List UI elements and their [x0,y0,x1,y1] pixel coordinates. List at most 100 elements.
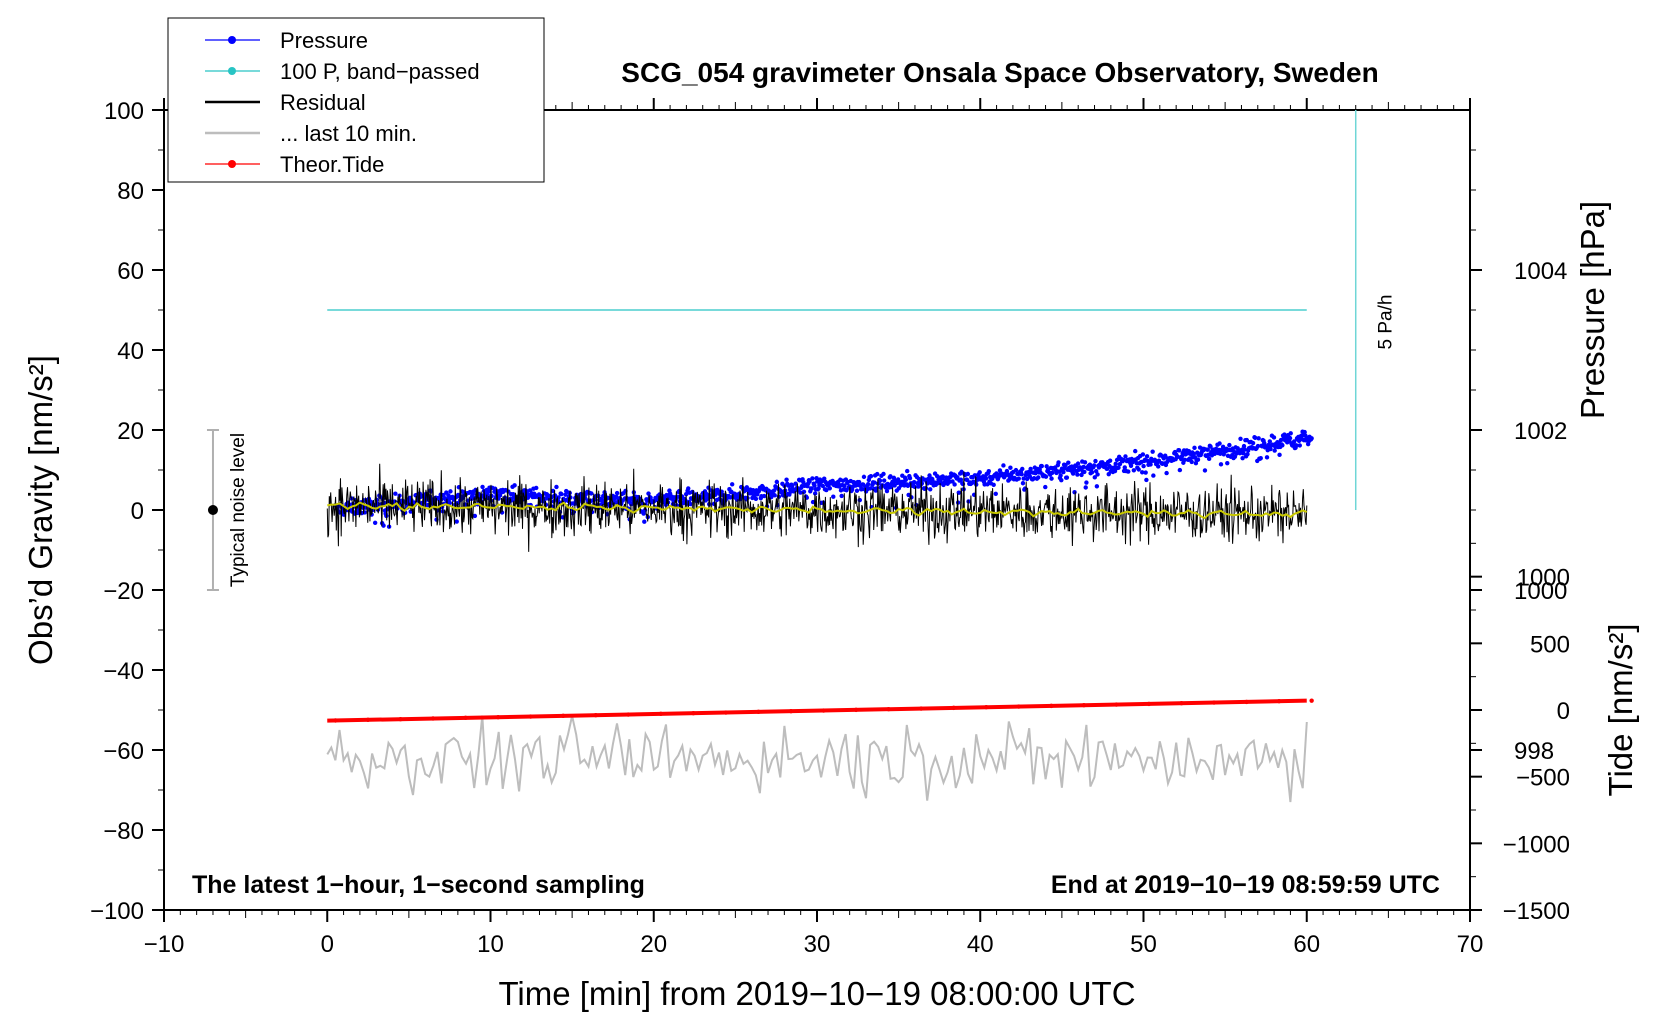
legend-label: Theor.Tide [280,152,384,177]
pressure-point [1143,470,1148,475]
pressure-point [958,477,964,482]
pressure-point [1294,443,1299,448]
pressure-point [1202,468,1208,473]
pressure-point [822,476,827,481]
pressure-point [1148,462,1153,467]
pressure-point [905,483,911,489]
pressure-point [877,478,883,483]
pressure-point [854,488,860,493]
pressure-point [814,476,819,481]
pressure-point [1013,467,1019,473]
pressure-point [1208,444,1213,449]
pressure-point [824,487,829,493]
pressure-point [1039,463,1044,469]
tide-point [1049,703,1054,709]
pressure-point [488,498,494,503]
pressure-point [1016,476,1021,481]
pressure-point [983,476,989,481]
pressure-point [977,470,982,475]
pressure-point [964,477,970,483]
pressure-point [1206,452,1211,457]
pressure-point [1271,435,1277,440]
pressure-point [729,482,735,487]
pressure-point [1089,470,1095,475]
pressure-point [1093,458,1098,464]
y-tick-label: −40 [103,658,144,685]
pressure-point [1064,475,1070,480]
pressure-point [1268,446,1273,452]
pressure-point [393,491,398,496]
tide-point [1211,700,1217,705]
pressure-point [965,471,971,477]
pressure-point [1267,439,1273,444]
pressure-point [1292,439,1297,444]
pressure-point [928,487,933,492]
pressure-point [816,486,821,491]
pressure-point [1058,473,1063,478]
x-tick-label: 30 [804,931,831,958]
tide-axis: −1500 −1000 −500 0 500 1000 [1470,542,1570,925]
tide-tick-label: 500 [1530,631,1570,658]
tide-axis-label: Tide [nm/s²] [1602,624,1639,797]
y-tick-label: 100 [104,98,144,125]
pressure-point [1123,454,1128,459]
tide-point [658,711,664,717]
pressure-point [1144,477,1149,483]
x-axis-label: Time [min] from 2019−10−19 08:00:00 UTC [498,975,1135,1012]
legend-label: Residual [280,90,366,115]
tide-tick-label: −1500 [1503,898,1570,925]
tide-point [918,706,924,711]
tide-tick-label: −500 [1516,765,1570,792]
pressure-point [812,483,817,488]
pressure-point [1083,485,1088,490]
pressure-point [856,479,862,485]
pressure-point [1036,475,1041,480]
y-tick-label: −100 [90,898,144,925]
pressure-point [1255,443,1261,449]
pressure-point [646,491,651,496]
tide-point [463,715,468,721]
pressure-point [857,497,862,503]
pressure-point [793,481,798,486]
x-tick-label: 10 [477,931,504,958]
pressure-point [1082,469,1087,475]
pressure-point [1297,443,1302,448]
pressure-point [907,475,913,481]
y-tick-label: 60 [117,258,144,285]
pressure-point [1186,449,1192,454]
pressure-point [868,486,873,491]
x-tick-label: 20 [640,931,667,958]
chart-title: SCG_054 gravimeter Onsala Space Observat… [621,57,1378,88]
pressure-point [827,486,833,491]
pressure-point [1001,463,1006,468]
pressure-point [903,477,909,482]
pressure-point [1084,480,1089,485]
pressure-point [1043,484,1048,490]
residual-line [326,463,1308,552]
pressure-point [911,480,917,485]
pressure-point [1177,467,1183,473]
pressure-point [1179,454,1185,459]
y-tick-label: 40 [117,338,144,365]
pressure-point [683,491,689,497]
pressure-point [1140,452,1146,457]
pressure-point [1121,457,1126,463]
pressure-point [1176,448,1182,453]
pressure-point [688,501,693,507]
tide-point [1081,703,1087,708]
pressure-point [1220,444,1226,450]
pressure-point [408,509,413,514]
tide-point [1309,698,1314,703]
x-tick-label: 40 [967,931,994,958]
pressure-point [839,493,844,499]
x-tick-label: −10 [144,931,185,958]
pressure-point [784,477,789,482]
pressure-point [534,485,539,491]
pressure-point [955,475,960,480]
pressure-point [614,490,620,496]
pressure-point [614,494,619,500]
pressure-point [950,479,955,484]
pressure-point [1059,477,1064,483]
pressure-tick-label: 1004 [1514,258,1567,285]
